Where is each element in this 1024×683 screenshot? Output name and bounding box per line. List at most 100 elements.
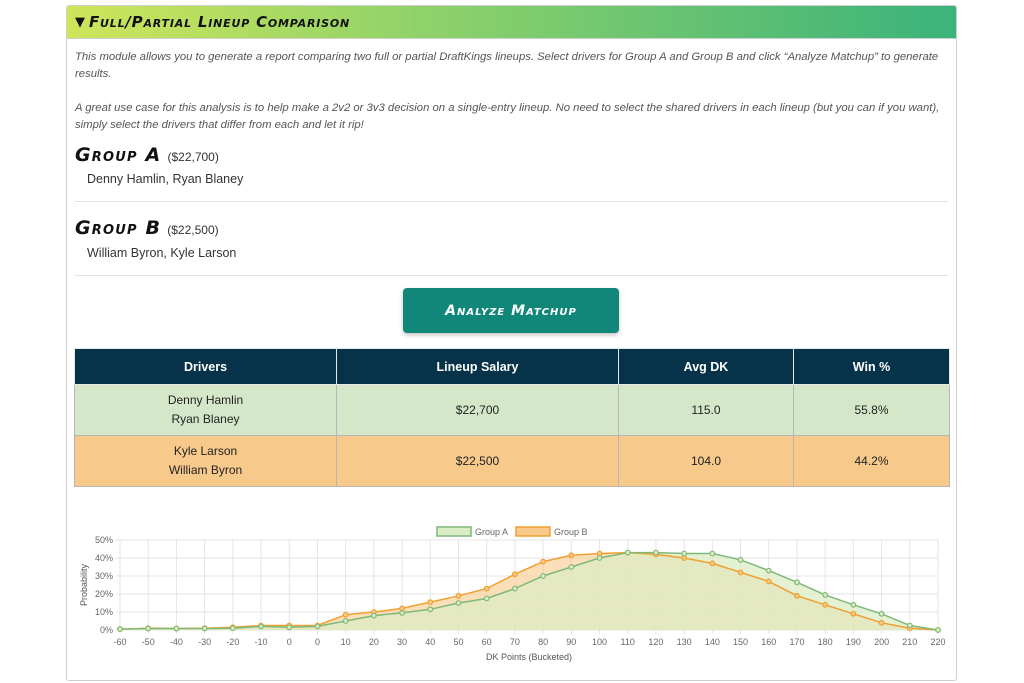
data-point[interactable] [681,550,688,557]
data-point[interactable] [370,612,377,619]
collapse-caret-icon[interactable]: ▼ [75,14,85,30]
divider [75,275,948,276]
analyze-matchup-button[interactable]: Analyze Matchup [403,288,619,333]
driver-name: Denny Hamlin [167,393,244,407]
group-b-drivers: William Byron, Kyle Larson [87,246,237,260]
divider [75,201,948,202]
data-point[interactable] [624,549,631,556]
header-lineup-salary[interactable]: Lineup Salary [336,348,619,385]
data-point[interactable] [822,601,829,608]
results-table: Drivers Lineup Salary Avg DK Win % Denny… [74,348,950,487]
driver-name: Kyle Larson [173,444,238,458]
avg-dk-cell: 104.0 [618,435,794,487]
intro-text: This module allows you to generate a rep… [75,51,939,80]
group-a-drivers: Denny Hamlin, Ryan Blaney [87,172,244,186]
win-pct-cell: 44.2% [793,435,950,487]
data-point[interactable] [455,600,462,606]
data-point[interactable] [540,558,547,565]
x-tick-label: -60 [113,637,126,647]
data-point[interactable] [794,579,800,586]
table-row: Denny Hamlin Ryan Blaney $22,700 115.0 5… [74,384,950,436]
x-tick-label: 150 [733,637,748,647]
data-point[interactable] [906,622,913,629]
data-point[interactable] [935,627,941,633]
x-tick-label: -40 [170,637,183,647]
header-win-pct[interactable]: Win % [793,348,950,385]
avg-dk-cell: 115.0 [618,384,794,436]
series-area-0 [120,552,938,630]
header-avg-dk[interactable]: Avg DK [618,348,794,385]
data-point[interactable] [765,567,772,574]
data-point[interactable] [568,564,575,570]
salary-cell: $22,500 [336,435,619,487]
data-point[interactable] [455,592,462,599]
drivers-cell: Kyle Larson William Byron [74,435,337,487]
data-point[interactable] [878,619,885,626]
lineup-comparison-module: ▼ Full/Partial Lineup Comparison This mo… [66,5,957,681]
distribution-chart: 0% 10% 20% 30% 40% 50% -60 -50 -40 -30 -20 -10 0 0 10 2… [75,518,950,678]
data-point[interactable] [399,609,405,616]
x-tick-label: 90 [566,637,576,647]
data-point[interactable] [483,585,490,592]
data-point[interactable] [286,624,293,631]
data-point[interactable] [483,595,490,602]
group-a-salary: ($22,700) [167,150,219,164]
table-row: Kyle Larson William Byron $22,500 104.0 … [74,435,950,487]
data-point[interactable] [822,591,829,598]
legend-label[interactable]: Group A [475,527,508,537]
data-point[interactable] [596,555,603,561]
y-tick-label: 40% [95,553,113,563]
x-axis-label: DK Points (Bucketed) [486,652,572,662]
x-tick-label: 50 [453,637,463,647]
data-point[interactable] [850,610,857,617]
x-tick-label: 70 [510,637,520,647]
data-point[interactable] [427,599,434,605]
data-point[interactable] [540,573,547,579]
x-tick-label: 0 [287,637,292,647]
module-title: Full/Partial Lineup Comparison [89,13,351,31]
data-point[interactable] [794,592,800,599]
x-tick-label: -30 [198,637,211,647]
x-tick-label: -10 [255,637,268,647]
x-tick-label: 100 [592,637,607,647]
x-tick-label: 190 [846,637,861,647]
data-point[interactable] [342,618,349,624]
data-point[interactable] [427,606,434,613]
y-tick-label: 30% [95,571,113,581]
x-tick-label: 140 [705,637,720,647]
header-drivers[interactable]: Drivers [74,348,337,385]
data-point[interactable] [737,569,744,576]
legend-swatch[interactable] [436,526,472,537]
x-tick-label: 200 [874,637,889,647]
x-tick-label: 130 [677,637,692,647]
x-tick-label: 160 [761,637,776,647]
series-line-1 [119,551,939,631]
data-point[interactable] [568,552,575,559]
data-point[interactable] [117,626,123,632]
data-point[interactable] [709,550,716,557]
data-point[interactable] [201,625,208,632]
data-point[interactable] [511,585,518,592]
data-point[interactable] [850,601,857,608]
data-point[interactable] [765,578,772,585]
use-case-text: A great use case for this analysis is to… [75,102,940,131]
data-point[interactable] [145,625,152,632]
data-point[interactable] [709,560,716,567]
data-point[interactable] [229,625,236,632]
data-point[interactable] [314,623,321,630]
y-tick-label: 50% [95,535,113,545]
data-point[interactable] [878,610,885,617]
data-point[interactable] [653,549,659,556]
legend-swatch[interactable] [515,526,551,537]
data-point[interactable] [737,556,744,563]
driver-name: Ryan Blaney [171,412,240,426]
data-point[interactable] [173,625,180,632]
legend-label[interactable]: Group B [554,527,588,537]
data-point[interactable] [342,611,349,618]
drivers-cell: Denny Hamlin Ryan Blaney [74,384,337,436]
module-header[interactable]: ▼ Full/Partial Lineup Comparison [67,6,956,39]
data-point[interactable] [511,571,518,578]
data-point[interactable] [258,623,264,630]
group-b-title: Group B [75,217,162,239]
x-tick-label: 180 [818,637,833,647]
